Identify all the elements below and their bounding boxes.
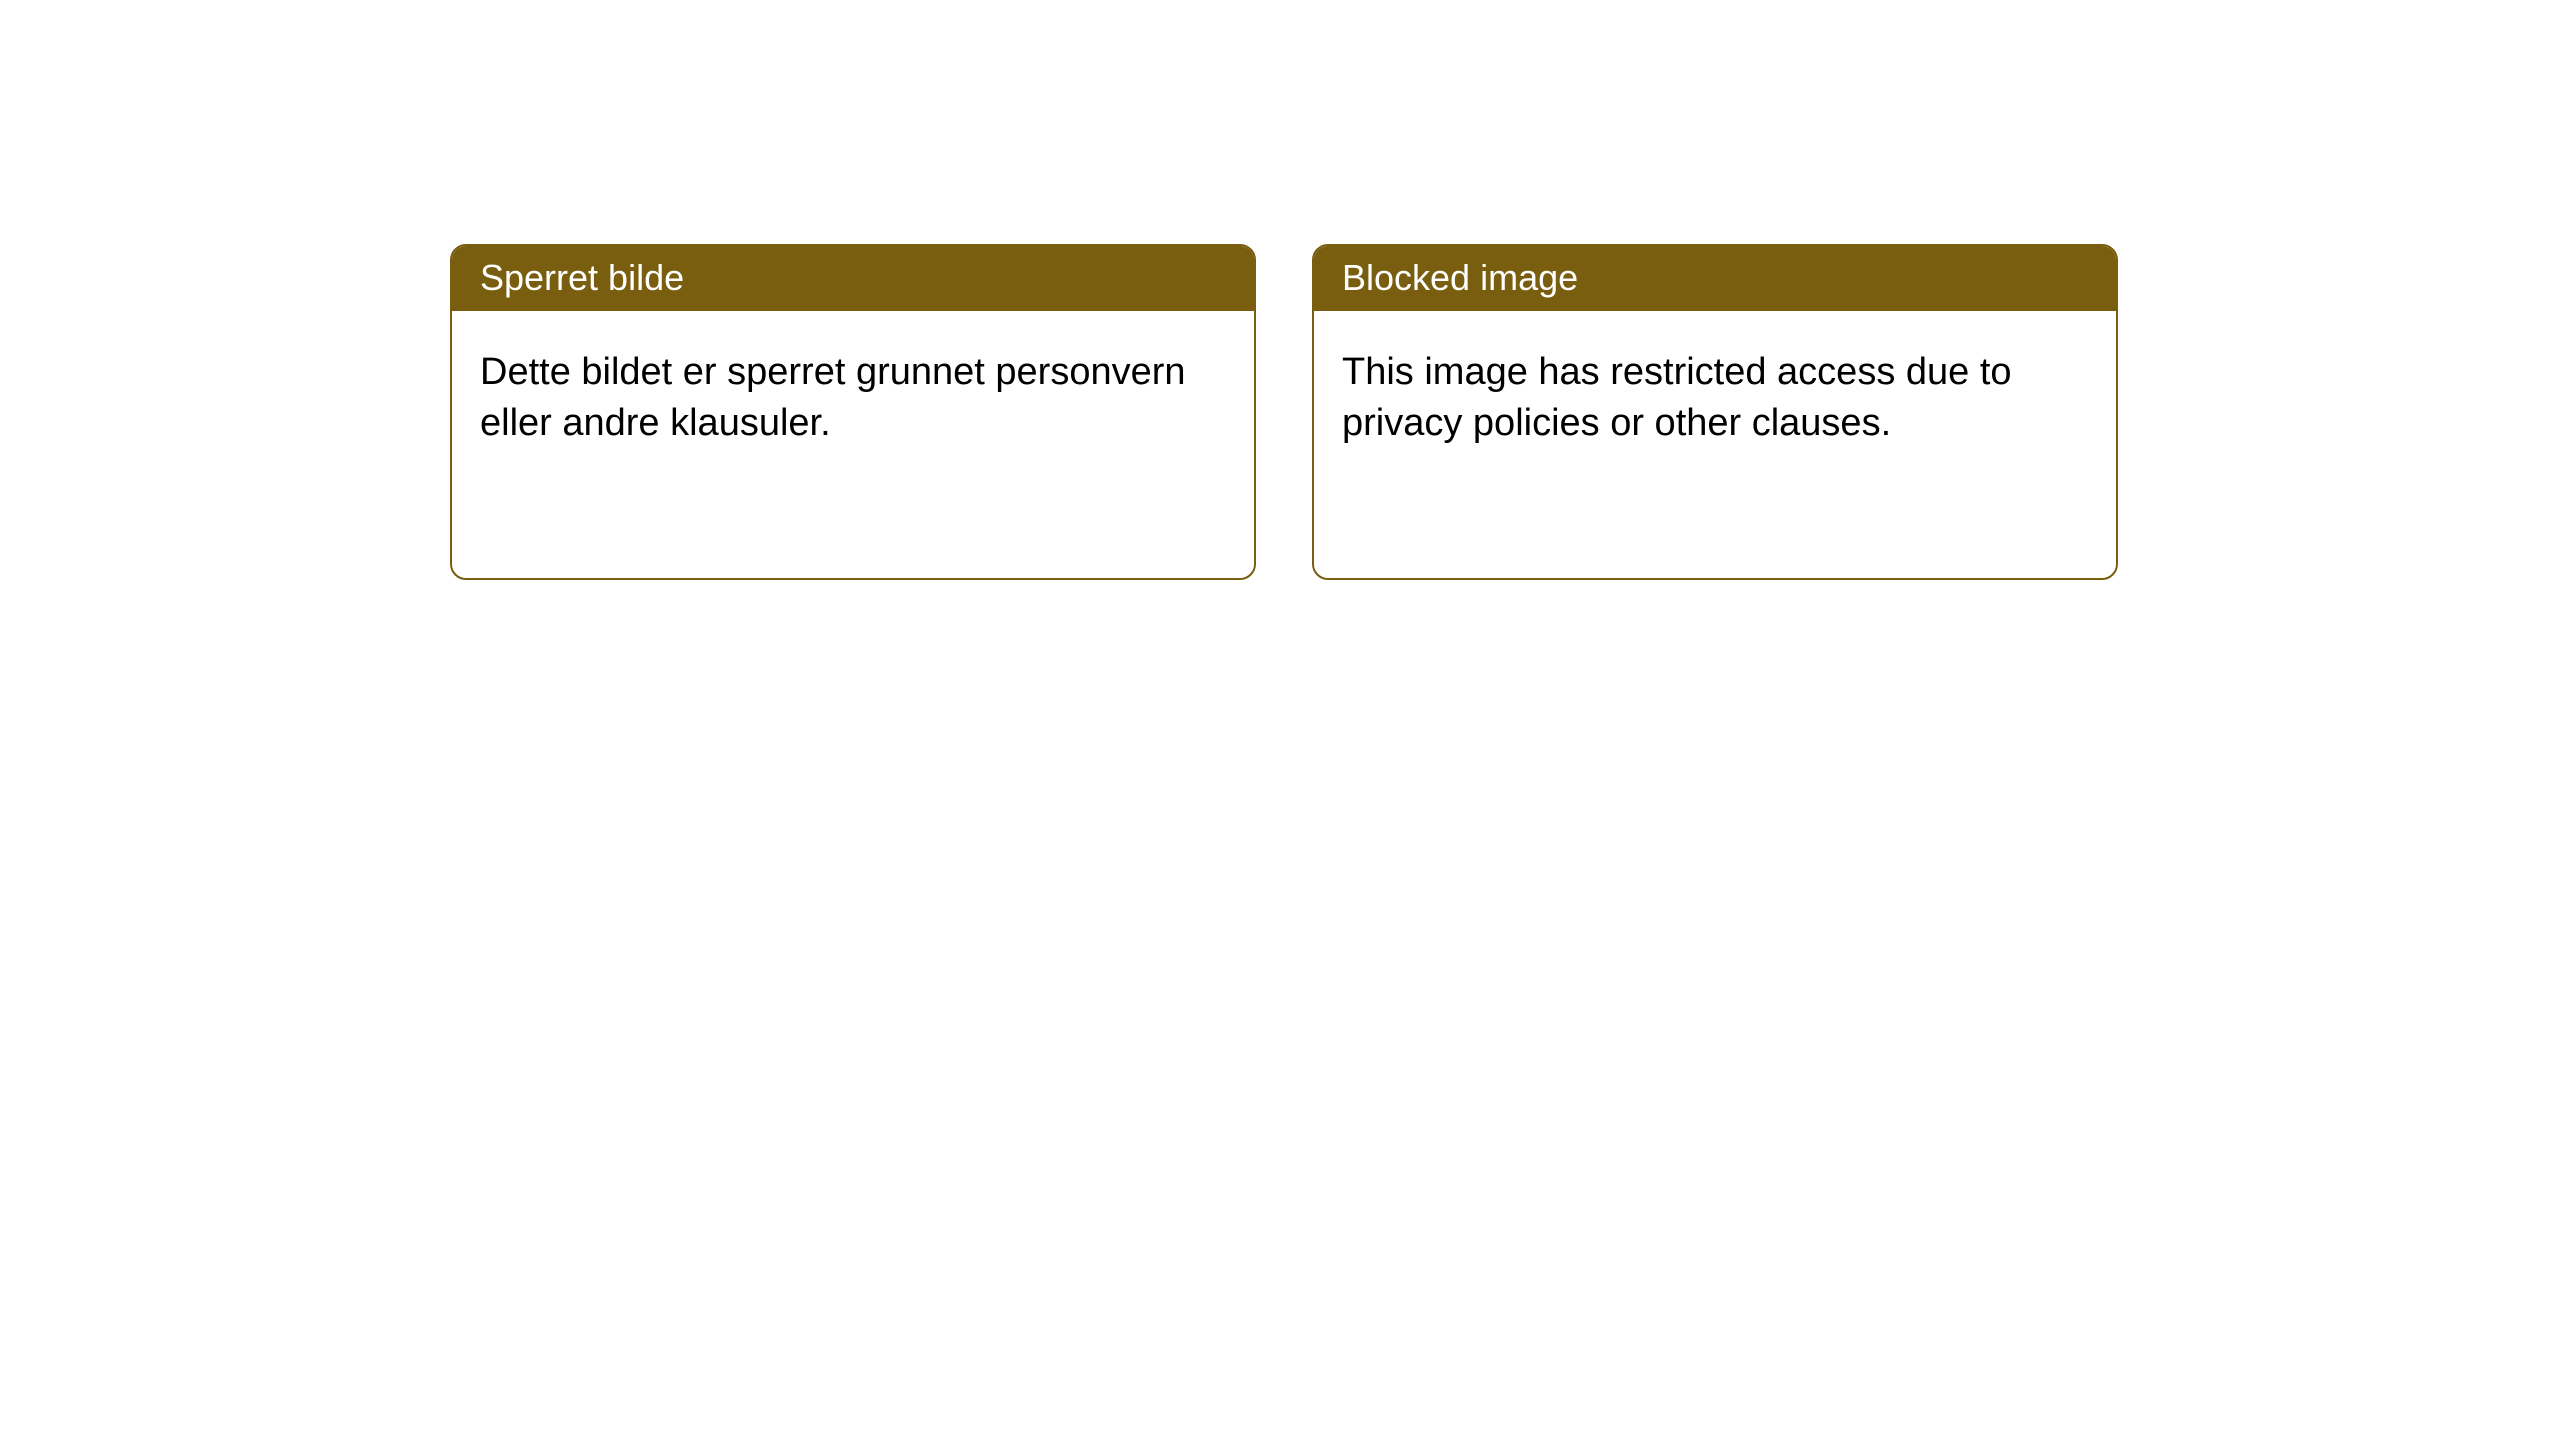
notice-title: Sperret bilde [452,246,1254,311]
notice-body: This image has restricted access due to … [1314,311,2116,486]
notice-body: Dette bildet er sperret grunnet personve… [452,311,1254,486]
notice-card-norwegian: Sperret bilde Dette bildet er sperret gr… [450,244,1256,580]
notice-container: Sperret bilde Dette bildet er sperret gr… [450,244,2118,580]
notice-title: Blocked image [1314,246,2116,311]
notice-card-english: Blocked image This image has restricted … [1312,244,2118,580]
